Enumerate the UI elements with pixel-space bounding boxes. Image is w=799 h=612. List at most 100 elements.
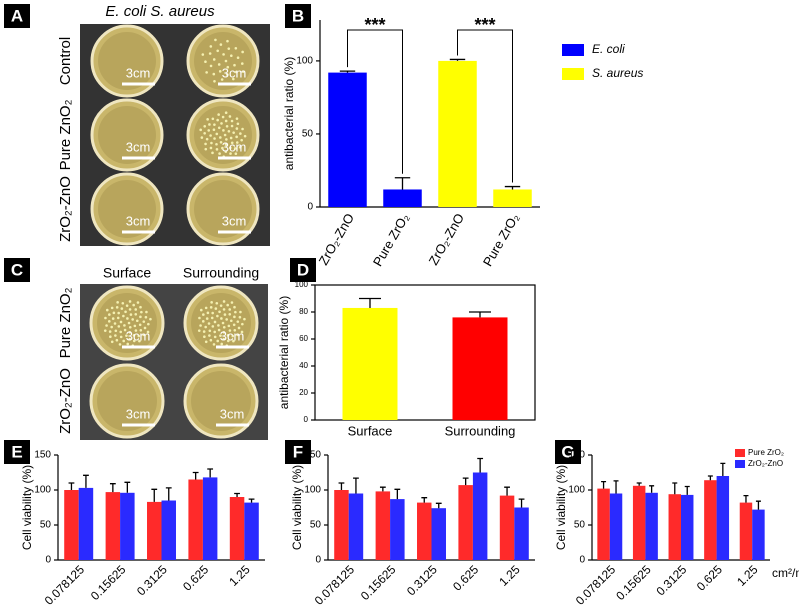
bar [188,479,203,560]
legend-swatch [562,68,584,80]
colony [215,301,219,305]
colony [202,330,206,333]
colony [233,305,236,309]
colony [225,73,229,76]
bar [452,317,508,420]
y-tick-label: 0 [315,555,321,566]
legend-swatch [735,449,745,457]
colony [219,334,222,337]
colony [203,124,207,128]
colony [114,329,118,333]
colony [223,313,227,316]
bar [229,497,245,560]
colony [105,308,109,312]
colony [240,62,244,65]
colony [201,320,205,323]
panel-letter-box [4,440,30,464]
colony [108,313,111,316]
error-bar [192,471,199,480]
error-bar [394,177,411,190]
colony [199,324,202,327]
y-tick-label: 80 [299,307,308,316]
bar [390,499,405,560]
legend-label: Pure ZrO₂ [748,448,784,457]
colony [225,138,228,141]
colony [110,306,114,310]
bar [78,487,94,560]
colony [224,111,228,115]
colony [236,56,240,59]
panel-letter-box [285,440,311,464]
colony [197,329,201,332]
colony [225,124,229,128]
colony [231,334,235,338]
panel-letter-box [4,4,30,28]
colony [118,343,122,346]
colony [213,335,217,339]
colony [142,320,146,323]
bar [681,494,694,560]
colony [206,118,209,121]
colony [241,70,245,73]
bar [609,493,623,560]
bar [514,507,529,560]
y-axis-label: Cell viability (%) [554,465,568,550]
bar [120,492,135,560]
error-bar [601,480,607,489]
scale-label: 3cm [126,65,151,80]
error-bar [636,482,642,486]
colony [220,342,224,346]
colony [235,117,239,120]
colony [239,132,242,135]
colony [210,141,213,145]
colony [122,339,126,343]
colony [221,115,225,119]
colony [144,315,148,319]
bar [739,502,753,560]
error-bar [207,468,214,478]
colony [238,315,242,319]
x-tick-label: Surrounding [445,423,516,438]
colony [229,319,233,323]
legend-label: S. aureus [592,66,643,80]
x-tick-label: 0.078125 [573,562,619,608]
colony [210,301,213,304]
colony [209,134,212,137]
colony [220,317,223,320]
panel-letter: A [11,6,23,25]
colony [123,328,127,332]
colony [109,335,112,338]
colony [204,60,207,64]
x-tick-label: 1.25 [226,562,253,589]
x-tick-label: 0.3125 [134,562,170,598]
agar [98,106,156,164]
x-tick-label: Surface [348,423,393,438]
legend-label: ZrO₂-ZnO [748,459,783,468]
colony [147,322,150,326]
colony [213,123,216,126]
y-tick-label: 100 [304,485,321,496]
error-bar [353,477,359,494]
colony [236,122,240,126]
colony [138,339,141,343]
scale-label: 3cm [222,139,247,154]
bar [375,491,391,560]
colony [235,135,238,139]
colony [233,63,236,67]
colony [140,310,143,314]
y-tick-label: 0 [307,202,313,213]
colony [230,141,234,145]
colony [149,317,152,321]
colony [218,70,222,73]
colony [208,329,212,333]
error-bar [469,311,491,318]
bar [348,493,364,560]
x-tick-label: ZrO₂-ZnO [316,211,358,268]
error-bar [339,70,356,73]
error-bar [109,483,116,493]
error-bar [338,482,345,490]
colony [103,329,107,332]
error-bar [234,492,240,497]
error-bar [755,500,761,510]
y-tick-label: 100 [34,485,51,496]
